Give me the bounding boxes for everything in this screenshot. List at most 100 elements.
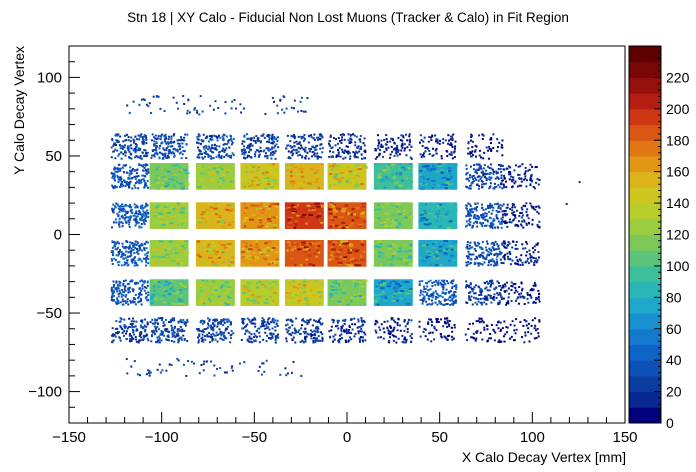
heatmap-cell [195,163,236,190]
speck [276,112,279,115]
color-scale-bin [629,297,661,314]
speck [145,103,148,106]
color-scale-bin [629,234,661,251]
heatmap-cell [327,163,369,190]
speck [261,362,264,365]
speck [198,372,201,375]
color-scale-bin [629,93,661,110]
y-tick-label: 100 [37,69,62,86]
speck [170,363,173,366]
speck [157,95,160,98]
heatmap-cell [465,240,504,267]
speck [147,105,150,108]
speck [271,96,274,99]
color-scale-bin [629,265,661,283]
speck [297,110,300,113]
speck [537,212,540,215]
color-scale-bin [629,46,661,63]
z-tick-label: 80 [666,289,682,305]
speck [263,370,266,373]
heatmap-cell [240,279,280,306]
speck [196,109,199,112]
speck [186,109,189,112]
speck [578,181,581,184]
speck [142,98,145,101]
speck [565,203,568,206]
speck [231,100,234,103]
heatmap-cell [195,279,235,306]
color-scale-bin [629,108,661,126]
heatmap-cell [284,317,324,344]
heatmap-cell [418,163,458,190]
heatmap-cell [373,163,414,190]
color-scale-bin [629,407,661,424]
color-scale-bin [629,61,661,78]
speck [281,108,284,111]
speck [230,366,233,369]
sparse-entries [125,95,581,377]
heatmap-cell [373,279,413,306]
heatmap-cell [418,279,458,306]
speck [231,369,234,372]
speck [175,101,178,104]
speck [230,107,233,110]
speck [140,98,143,101]
color-scale-bin [629,250,661,267]
heatmap-cell [110,240,150,267]
speck [262,362,265,365]
speck [139,374,142,377]
speck [177,359,180,362]
speck [213,364,216,367]
heatmap-cell [149,279,189,306]
color-scale-bin [629,155,661,173]
speck [190,360,193,363]
y-tick-label: 0 [54,227,62,244]
speck [156,368,159,371]
speck [283,111,286,114]
speck [214,100,217,103]
speck [205,360,208,363]
heatmap-cell [285,133,324,160]
speck [302,110,305,113]
speck [272,100,275,103]
speck [148,102,151,105]
heatmap-cell [464,202,504,229]
heatmap-cell [501,202,541,229]
speck [130,365,133,368]
heatmap-cell [418,317,456,343]
x-tick-label: 50 [431,429,448,446]
speck [201,110,204,113]
speck [138,103,141,106]
speck [202,363,205,366]
speck [282,95,285,98]
speck [285,374,288,377]
chart-title: Stn 18 | XY Calo - Fiducial Non Lost Muo… [127,10,569,25]
color-scale-bin [629,281,661,298]
heatmap-cell [195,239,235,267]
color-scale-bin [629,77,661,94]
heatmap-cell [502,240,540,267]
heatmap-cell [373,239,413,267]
speck [183,102,186,105]
speck [285,107,288,110]
heatmap-cell [327,202,367,230]
heatmap-cell [328,317,367,344]
speck [158,363,161,366]
heatmap-cell [501,317,541,344]
x-tick-label: 0 [343,429,351,446]
speck [223,371,226,374]
heatmap-cell [240,202,280,230]
heatmap-cell [284,239,324,267]
heatmap-cell [418,202,458,230]
speck [284,367,287,370]
speck [239,103,242,106]
speck [147,369,150,372]
heatmap-cell [464,317,503,344]
heatmap-cell [464,279,503,306]
speck [150,111,153,114]
speck [231,365,234,368]
speck [186,359,189,362]
heatmap-cell [374,133,413,160]
x-tick-label: −50 [242,429,267,446]
color-scale-bin [629,140,661,157]
